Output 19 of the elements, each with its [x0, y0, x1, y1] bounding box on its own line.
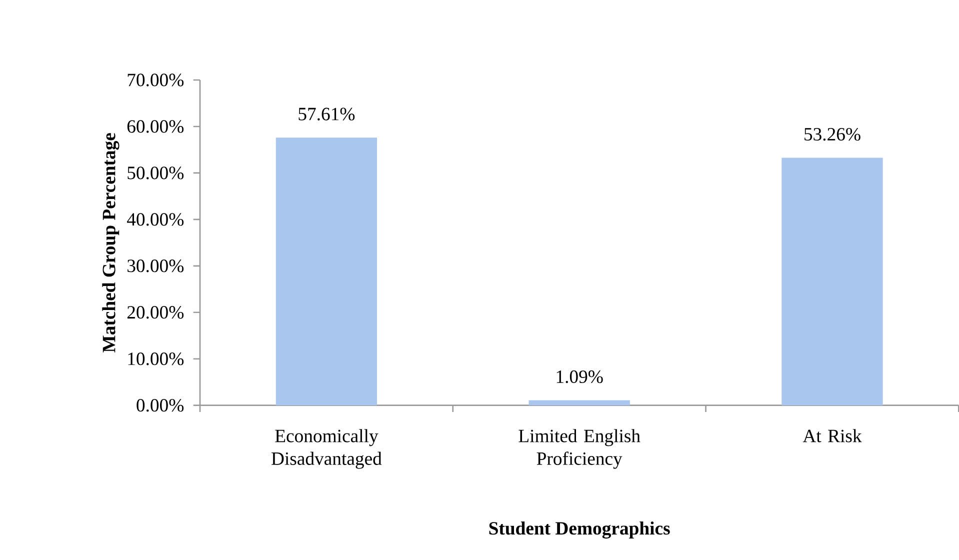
x-axis-title: Student Demographics — [489, 522, 670, 539]
y-tick-label: 10.00% — [128, 352, 184, 366]
y-axis-title: Matched Group Percentage — [102, 133, 120, 352]
data-label: 53.26% — [804, 128, 860, 141]
x-tick-label: At Risk — [802, 429, 862, 442]
data-label: 57.61% — [298, 108, 355, 120]
y-tick-label: 20.00% — [127, 306, 184, 319]
y-tick-label: 50.00% — [128, 166, 184, 180]
bar — [528, 400, 630, 406]
y-tick-label: 0.00% — [136, 398, 184, 412]
y-tick-label: 60.00% — [127, 120, 184, 133]
x-tick-label: Economically Disadvantaged — [272, 429, 382, 469]
y-tick-label: 30.00% — [128, 260, 184, 272]
y-tick-label: 70.00% — [128, 74, 184, 86]
data-label: 1.09% — [556, 370, 603, 384]
bar — [276, 138, 378, 406]
x-tick-label: Limited English Proficiency — [518, 429, 640, 469]
y-tick-label: 40.00% — [126, 213, 184, 226]
bar — [782, 158, 883, 406]
